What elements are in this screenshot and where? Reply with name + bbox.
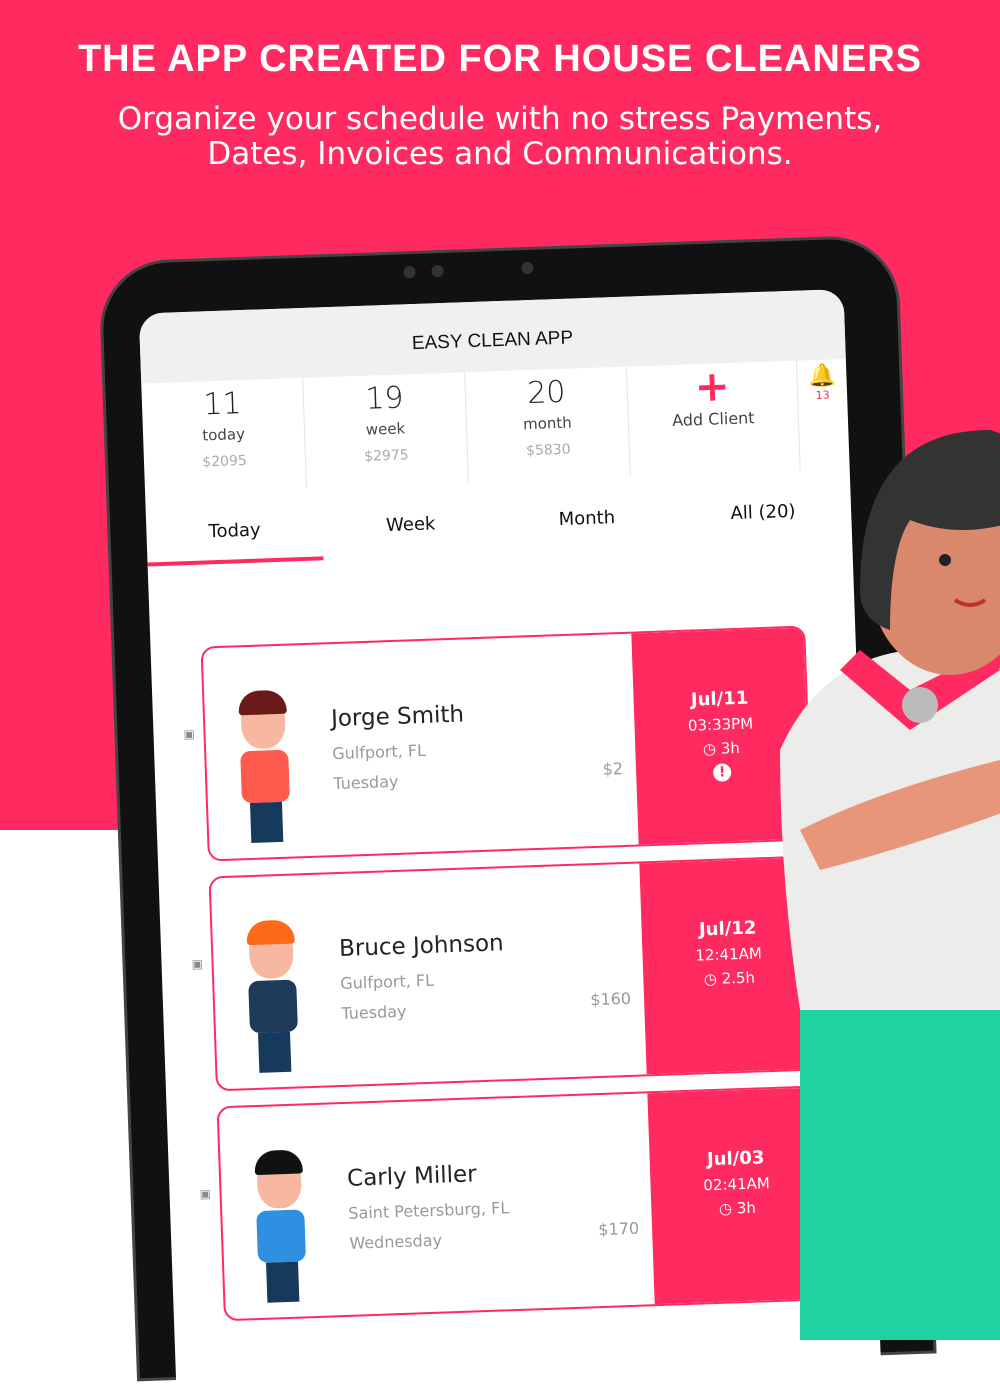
client-name: Bruce Johnson	[338, 930, 505, 962]
notification-count: 13	[815, 388, 830, 403]
stat-count: 19	[364, 380, 405, 417]
client-day: Tuesday	[341, 1001, 407, 1023]
appointment-duration: 3h	[736, 1198, 757, 1218]
client-city: Saint Petersburg, FL	[348, 1198, 510, 1223]
stats-bar: 11 today $2095 19 week $2975 20 month $5830 + A…	[141, 359, 849, 494]
camera	[403, 265, 416, 279]
client-price: $170	[598, 1218, 640, 1240]
sync-icon: ▣	[191, 956, 204, 972]
client-city: Gulfport, FL	[339, 970, 435, 993]
client-avatar	[248, 1149, 313, 1307]
warning-icon: !	[712, 763, 732, 782]
stat-month[interactable]: 20 month $5830	[465, 366, 631, 483]
subheadline-line: Dates, Invoices and Communications.	[207, 136, 793, 172]
headline: THE APP CREATED FOR HOUSE CLEANERS	[77, 38, 923, 80]
tab-bar: Today Week Month All (20)	[146, 499, 852, 567]
client-avatar	[232, 689, 297, 847]
cleaner-illustration	[780, 430, 1000, 1340]
clock-icon: ◷	[702, 739, 717, 759]
camera	[431, 264, 444, 278]
sync-icon: ▣	[183, 726, 196, 742]
appointment-duration: 3h	[720, 738, 741, 758]
stat-count: 20	[526, 374, 567, 412]
stat-label: today	[201, 424, 246, 445]
subheadline: Organize your schedule with no stress Pa…	[0, 102, 1000, 172]
client-price: $2	[602, 758, 624, 779]
plus-icon: +	[693, 361, 731, 412]
appointment-card[interactable]: Bruce Johnson Gulfport, FL Tuesday $160 …	[208, 855, 821, 1092]
client-day: Tuesday	[333, 771, 399, 794]
client-name: Carly Miller	[346, 1161, 478, 1192]
stat-amount: $5830	[525, 441, 571, 460]
camera	[521, 261, 534, 275]
appointment-duration: 2.5h	[721, 968, 756, 988]
stat-today[interactable]: 11 today $2095	[141, 377, 308, 494]
client-city: Gulfport, FL	[331, 740, 427, 764]
stat-amount: $2975	[363, 447, 409, 465]
client-day: Wednesday	[349, 1230, 443, 1253]
tab-week[interactable]: Week	[385, 513, 436, 537]
client-price: $160	[589, 988, 632, 1010]
client-name: Jorge Smith	[330, 701, 465, 733]
stat-label: week	[365, 419, 406, 439]
clock-icon: ◷	[718, 1199, 733, 1218]
sync-icon: ▣	[199, 1186, 212, 1202]
stat-label: month	[522, 413, 573, 434]
clock-icon: ◷	[703, 969, 718, 989]
appointment-card[interactable]: Carly Miller Saint Petersburg, FL Wednes…	[216, 1085, 829, 1322]
tab-month[interactable]: Month	[558, 507, 616, 531]
tab-today[interactable]: Today	[146, 517, 324, 567]
appointment-card[interactable]: Jorge Smith Gulfport, FL Tuesday $2 Jul/…	[200, 625, 813, 862]
bell-icon: 🔔	[807, 363, 837, 390]
stat-amount: $2095	[201, 452, 248, 471]
client-avatar	[240, 919, 305, 1077]
stat-count: 11	[202, 386, 243, 423]
subheadline-line: Organize your schedule with no stress Pa…	[117, 101, 883, 137]
stat-week[interactable]: 19 week $2975	[303, 372, 469, 488]
